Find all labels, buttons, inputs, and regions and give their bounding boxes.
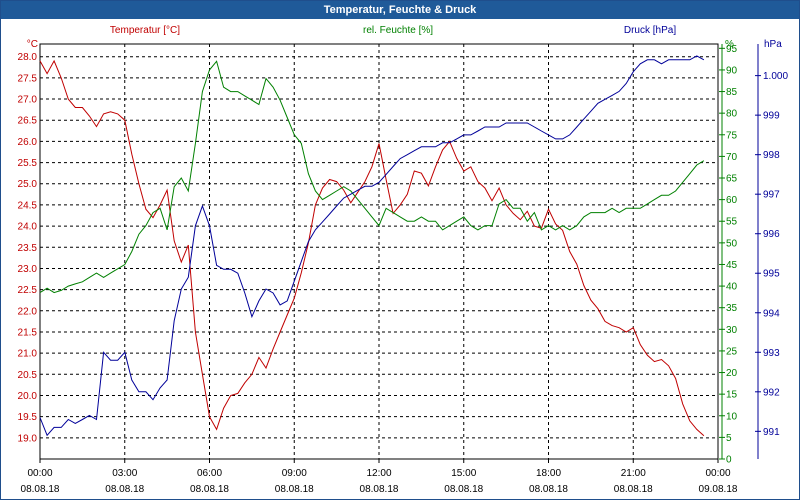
series <box>39 55 705 437</box>
humidity-line <box>39 60 705 294</box>
humidity-tick-label: 50 <box>726 238 738 249</box>
x-tick-time: 18:00 <box>536 468 561 479</box>
pressure-tick-label: 994 <box>763 308 780 319</box>
temperature-tick-label: 24.0 <box>18 222 38 233</box>
pressure-tick-label: 1.000 <box>763 71 788 82</box>
temperature-tick-label: 23.5 <box>18 243 38 254</box>
pressure-tick-label: 996 <box>763 229 780 240</box>
temperature-tick-label: 21.5 <box>18 327 38 338</box>
x-tick-date: 08.08.18 <box>444 484 483 495</box>
x-tick-date: 08.08.18 <box>105 484 144 495</box>
axes: Temperatur [°C] rel. Feuchte [%] Druck [… <box>18 25 789 495</box>
humidity-tick-label: 45 <box>726 260 738 271</box>
grid <box>39 43 719 460</box>
x-tick-time: 12:00 <box>366 468 391 479</box>
temperature-unit: °C <box>27 39 38 50</box>
temperature-tick-label: 19.5 <box>18 412 38 423</box>
temperature-tick-label: 23.0 <box>18 264 38 275</box>
pressure-tick-label: 997 <box>763 190 780 201</box>
x-tick-date: 08.08.18 <box>614 484 653 495</box>
pressure-tick-label: 995 <box>763 269 780 280</box>
pressure-tick-label: 998 <box>763 150 780 161</box>
humidity-unit: % <box>725 39 734 50</box>
temperature-tick-label: 27.5 <box>18 73 38 84</box>
x-tick-date: 08.08.18 <box>275 484 314 495</box>
temperature-tick-label: 25.0 <box>18 179 38 190</box>
x-tick-time: 00:00 <box>705 468 730 479</box>
pressure-tick-label: 991 <box>763 427 780 438</box>
temperature-tick-label: 20.0 <box>18 391 38 402</box>
humidity-tick-label: 40 <box>726 282 738 293</box>
humidity-tick-label: 80 <box>726 109 738 120</box>
temperature-tick-label: 19.0 <box>18 433 38 444</box>
temperature-tick-label: 22.5 <box>18 285 38 296</box>
humidity-tick-label: 35 <box>726 303 738 314</box>
humidity-tick-label: 95 <box>726 44 738 55</box>
humidity-tick-label: 20 <box>726 368 738 379</box>
humidity-tick-label: 90 <box>726 65 738 76</box>
temperature-tick-label: 28.0 <box>18 52 38 63</box>
temperature-tick-label: 27.0 <box>18 95 38 106</box>
pressure-line <box>39 55 705 437</box>
humidity-tick-label: 30 <box>726 325 738 336</box>
x-tick-date: 08.08.18 <box>360 484 399 495</box>
humidity-tick-label: 75 <box>726 130 738 141</box>
temperature-line <box>39 59 705 437</box>
x-tick-time: 06:00 <box>197 468 222 479</box>
temperature-tick-label: 26.5 <box>18 116 38 127</box>
humidity-axis-title: rel. Feuchte [%] <box>363 25 433 36</box>
x-tick-date: 09.08.18 <box>699 484 738 495</box>
humidity-tick-label: 5 <box>726 433 732 444</box>
temperature-tick-label: 22.0 <box>18 306 38 317</box>
temperature-tick-label: 21.0 <box>18 349 38 360</box>
humidity-tick-label: 65 <box>726 174 738 185</box>
x-tick-date: 08.08.18 <box>529 484 568 495</box>
x-tick-date: 08.08.18 <box>21 484 60 495</box>
x-tick-date: 08.08.18 <box>190 484 229 495</box>
temperature-tick-label: 24.5 <box>18 200 38 211</box>
humidity-tick-label: 10 <box>726 411 738 422</box>
temperature-axis-title: Temperatur [°C] <box>110 25 180 36</box>
x-tick-time: 21:00 <box>621 468 646 479</box>
humidity-tick-label: 70 <box>726 152 738 163</box>
humidity-tick-label: 0 <box>726 455 732 466</box>
pressure-tick-label: 993 <box>763 348 780 359</box>
pressure-unit: hPa <box>764 39 782 50</box>
temperature-tick-label: 26.0 <box>18 137 38 148</box>
humidity-tick-label: 85 <box>726 87 738 98</box>
humidity-tick-label: 25 <box>726 346 738 357</box>
x-tick-time: 15:00 <box>451 468 476 479</box>
pressure-tick-label: 992 <box>763 387 780 398</box>
pressure-tick-label: 999 <box>763 111 780 122</box>
x-tick-time: 09:00 <box>282 468 307 479</box>
humidity-tick-label: 15 <box>726 390 738 401</box>
window-title: Temperatur, Feuchte & Druck <box>1 1 799 19</box>
humidity-tick-label: 55 <box>726 217 738 228</box>
humidity-tick-label: 60 <box>726 195 738 206</box>
temperature-tick-label: 25.5 <box>18 158 38 169</box>
temperature-tick-label: 20.5 <box>18 370 38 381</box>
x-tick-time: 00:00 <box>27 468 52 479</box>
pressure-axis-title: Druck [hPa] <box>624 25 676 36</box>
x-tick-time: 03:00 <box>112 468 137 479</box>
